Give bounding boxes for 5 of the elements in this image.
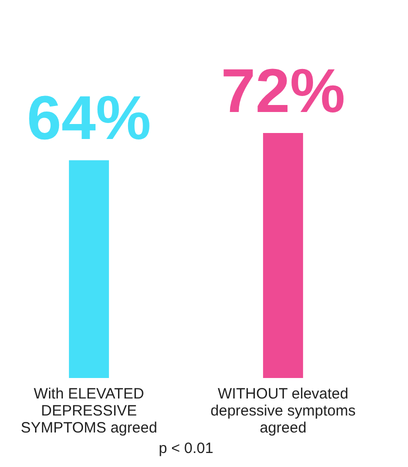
x-tick-label: WITHOUT elevated depressive symptoms agreed	[210, 386, 356, 436]
text: p < 0.01	[158, 440, 214, 457]
x-tick-label: With ELEVATED DEPRESSIVE SYMPTOMS agreed	[20, 386, 158, 436]
data-label: 64%	[26, 84, 151, 154]
data-label: 72%	[221, 57, 346, 126]
